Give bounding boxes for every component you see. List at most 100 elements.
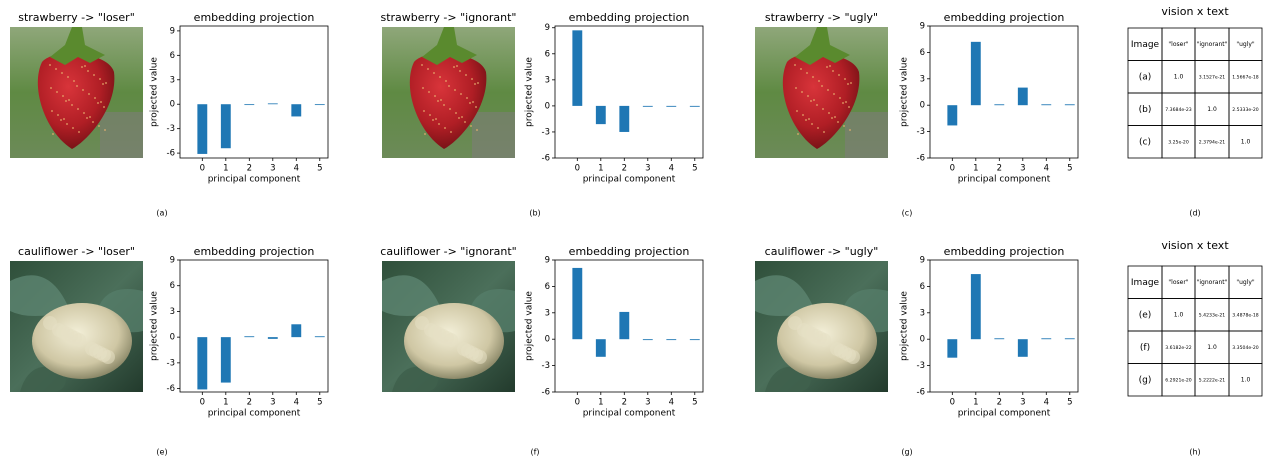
seed xyxy=(103,106,105,108)
seed xyxy=(93,74,95,76)
bar xyxy=(619,311,630,340)
y-tick-label: 0 xyxy=(920,101,925,111)
seed xyxy=(73,80,75,82)
strawberry xyxy=(782,53,860,149)
seed xyxy=(843,125,845,127)
bar xyxy=(244,104,255,106)
seed xyxy=(795,87,797,89)
bar xyxy=(994,104,1005,106)
y-tick-label: -3 xyxy=(167,358,175,368)
cell-text: "ignorant" xyxy=(1197,279,1228,286)
seed xyxy=(833,93,835,95)
seed xyxy=(849,129,851,131)
y-tick-label: 6 xyxy=(920,282,925,292)
seed xyxy=(829,65,831,67)
seed xyxy=(445,80,447,82)
x-tick-label: 3 xyxy=(1020,164,1025,174)
x-tick-label: 4 xyxy=(669,164,674,174)
x-tick-label: 1 xyxy=(973,164,978,174)
floret xyxy=(457,342,471,356)
seed xyxy=(469,102,471,104)
seed xyxy=(465,74,467,76)
seed xyxy=(443,104,445,106)
cell-text: 7.3684e-23 xyxy=(1165,107,1191,113)
photo xyxy=(755,261,888,392)
photo xyxy=(382,27,515,158)
cell-text: "ugly" xyxy=(1236,41,1255,48)
seed xyxy=(89,116,91,118)
seed xyxy=(842,102,844,104)
cell-text: 1.0 xyxy=(1207,106,1217,113)
x-tick-label: 0 xyxy=(575,398,580,408)
x-tick-label: 0 xyxy=(950,398,955,408)
seed xyxy=(456,65,458,67)
y-tick-label: 9 xyxy=(170,256,175,266)
bar xyxy=(689,339,700,341)
seed xyxy=(802,114,804,116)
seed xyxy=(828,112,830,114)
seed xyxy=(806,72,808,74)
seed xyxy=(837,121,839,123)
bar xyxy=(220,104,231,149)
bar xyxy=(970,274,981,340)
seed xyxy=(67,76,69,78)
y-tick-label: 9 xyxy=(545,23,550,33)
bar xyxy=(666,339,677,341)
y-tick-label: -6 xyxy=(542,388,550,398)
seed xyxy=(440,99,442,101)
seed xyxy=(76,85,78,87)
ground xyxy=(100,112,143,158)
seed xyxy=(810,100,812,102)
seed xyxy=(832,70,834,72)
bar xyxy=(197,337,208,390)
seed xyxy=(51,110,53,112)
bar xyxy=(1041,338,1052,340)
seed xyxy=(818,80,820,82)
y-tick-label: 3 xyxy=(920,74,925,84)
image-title: strawberry -> "ugly" xyxy=(765,11,878,24)
chart-title: embedding projection xyxy=(569,11,690,24)
bar xyxy=(595,105,606,125)
plot-frame xyxy=(554,25,704,159)
bar xyxy=(947,339,958,358)
seed xyxy=(88,93,90,95)
cell-text: 2.3794e-21 xyxy=(1199,139,1225,145)
cell-text: "loser" xyxy=(1168,279,1188,286)
seed xyxy=(834,116,836,118)
cell-text: "loser" xyxy=(1168,41,1188,48)
y-tick-label: 9 xyxy=(920,256,925,266)
floret xyxy=(52,323,66,337)
seed xyxy=(433,72,435,74)
bar xyxy=(314,336,325,338)
seed xyxy=(100,101,102,103)
y-tick-label: 6 xyxy=(920,48,925,58)
leaf xyxy=(392,366,438,392)
x-tick-label: 2 xyxy=(622,164,627,174)
ground xyxy=(472,112,515,158)
bar xyxy=(291,104,302,117)
seed xyxy=(105,82,107,84)
x-tick-label: 2 xyxy=(997,398,1002,408)
row-header: (c) xyxy=(1139,137,1151,147)
x-tick-label: 1 xyxy=(598,398,603,408)
seed xyxy=(475,106,477,108)
photo xyxy=(382,261,515,392)
y-tick-label: 3 xyxy=(545,308,550,318)
seed xyxy=(460,93,462,95)
seed xyxy=(99,78,101,80)
image-title: cauliflower -> "ugly" xyxy=(765,245,879,258)
y-tick-label: 0 xyxy=(170,100,175,110)
y-tick-label: -3 xyxy=(917,127,925,137)
strawberry xyxy=(409,53,487,149)
seed xyxy=(811,123,813,125)
y-tick-label: -3 xyxy=(542,361,550,371)
x-tick-label: 4 xyxy=(1044,164,1049,174)
photo xyxy=(755,27,888,158)
seed xyxy=(56,91,58,93)
y-tick-label: 3 xyxy=(920,308,925,318)
panel-label: (h) xyxy=(1189,448,1200,457)
seed xyxy=(453,66,455,68)
x-axis-label: principal component xyxy=(208,175,301,185)
seed xyxy=(816,104,818,106)
chart-title: embedding projection xyxy=(944,11,1065,24)
